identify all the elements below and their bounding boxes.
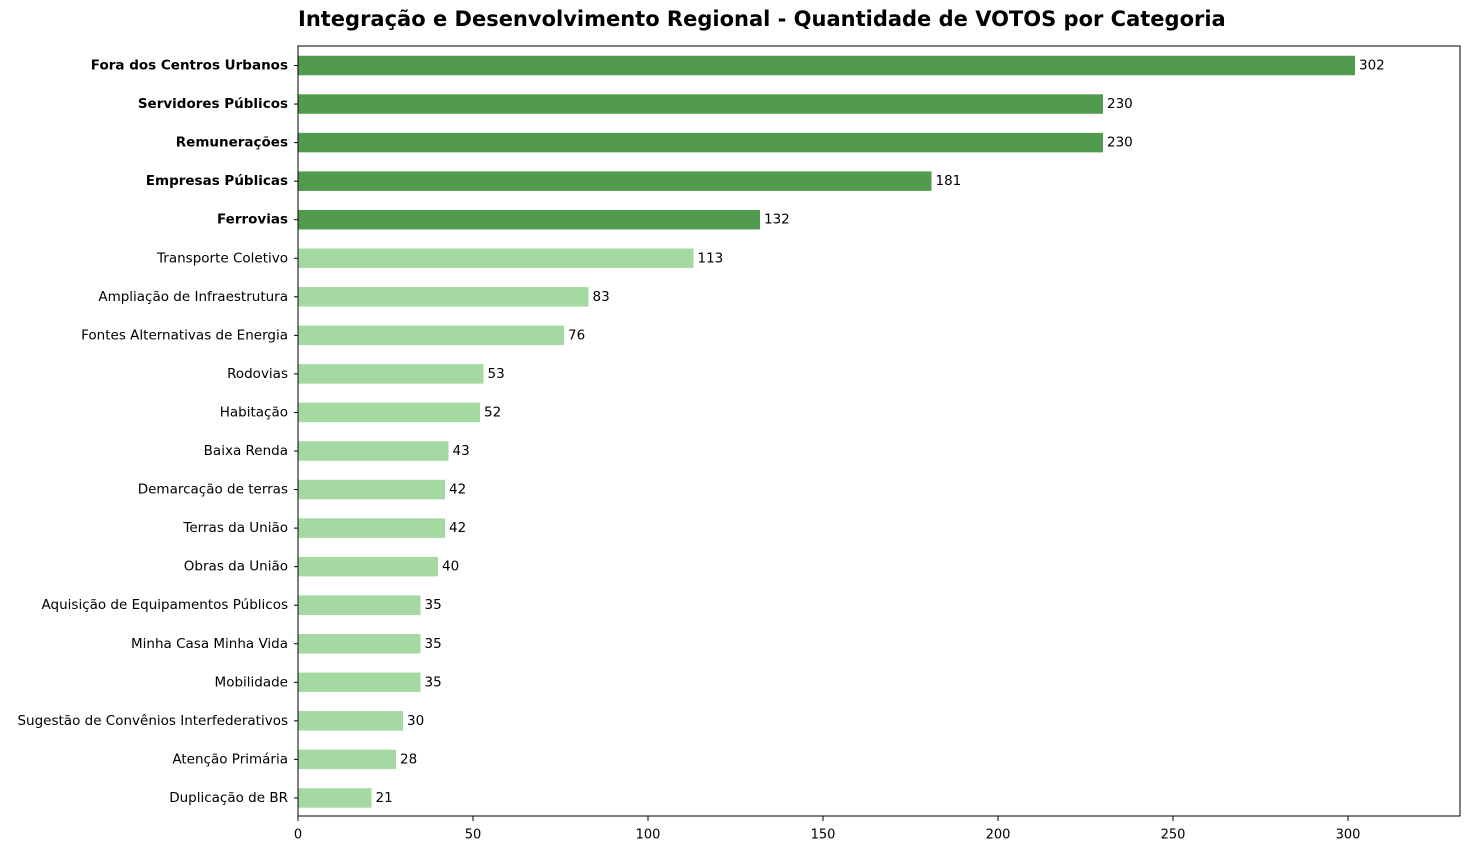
value-label: 42 [449, 520, 466, 536]
bar [298, 209, 760, 230]
x-tick-label: 150 [811, 828, 836, 843]
x-tick-label: 300 [1336, 828, 1361, 843]
bar [298, 132, 1103, 153]
x-tick-label: 50 [465, 828, 482, 843]
bar [298, 595, 421, 615]
bar [298, 248, 694, 268]
category-label: Aquisição de Equipamentos Públicos [42, 597, 288, 613]
x-axis-ticks-group: 0 50 100 150 200 250 300 [294, 65, 1361, 843]
value-label: 40 [442, 559, 459, 575]
value-label: 83 [593, 289, 610, 305]
bar [298, 364, 484, 384]
bar [298, 287, 589, 307]
x-tick-label: 0 [294, 828, 302, 843]
value-label: 76 [568, 327, 585, 343]
bars-group [298, 55, 1355, 808]
bar [298, 94, 1103, 114]
category-label: Obras da União [184, 559, 288, 575]
bar [298, 749, 396, 770]
bar [298, 441, 449, 461]
value-label: 53 [488, 366, 505, 382]
category-label: Ampliação de Infraestrutura [98, 289, 288, 305]
category-label: Empresas Públicas [146, 173, 288, 189]
value-labels-group: 302 230 230 181 132 113 83 76 53 52 43 42 42 40 35 35 35… [376, 58, 1385, 806]
value-label: 35 [425, 636, 442, 652]
value-label: 230 [1107, 96, 1133, 112]
value-label: 230 [1107, 135, 1133, 151]
bar [298, 171, 932, 191]
bar [298, 55, 1355, 76]
value-label: 52 [484, 404, 501, 420]
category-label: Demarcação de terras [138, 482, 288, 498]
category-label: Minha Casa Minha Vida [131, 636, 288, 652]
category-label: Servidores Públicos [138, 96, 288, 112]
category-label: Atenção Primária [172, 751, 288, 767]
category-label: Remunerações [176, 135, 288, 151]
category-label: Ferrovias [217, 212, 288, 228]
bar [298, 518, 445, 538]
value-label: 42 [449, 482, 466, 498]
value-label: 302 [1359, 58, 1385, 74]
x-tick-label: 250 [1161, 828, 1186, 843]
bar [298, 402, 480, 423]
bar [298, 479, 445, 500]
bar [298, 788, 372, 808]
category-label: Fontes Alternativas de Energia [81, 327, 288, 343]
value-label: 30 [407, 713, 424, 729]
category-label: Rodovias [227, 366, 288, 382]
category-label: Habitação [220, 404, 288, 420]
chart-title: Integração e Desenvolvimento Regional - … [298, 7, 1226, 31]
bar [298, 672, 421, 693]
x-tick-label: 100 [636, 828, 661, 843]
bar [298, 634, 421, 654]
category-label: Transporte Coletivo [156, 250, 288, 266]
bar [298, 556, 438, 577]
x-tick-label: 200 [986, 828, 1011, 843]
value-label: 21 [376, 790, 393, 806]
value-label: 113 [698, 250, 724, 266]
category-label: Terras da União [182, 520, 288, 536]
category-label: Duplicação de BR [169, 790, 288, 806]
category-label: Sugestão de Convênios Interfederativos [17, 713, 288, 729]
value-label: 132 [764, 212, 790, 228]
category-label: Baixa Renda [204, 443, 288, 459]
bar [298, 711, 403, 731]
bar [298, 325, 564, 346]
value-label: 28 [400, 751, 417, 767]
category-label: Mobilidade [215, 674, 288, 690]
value-label: 35 [425, 674, 442, 690]
value-label: 181 [936, 173, 962, 189]
plot-area-frame [297, 45, 1461, 817]
value-label: 43 [453, 443, 470, 459]
value-label: 35 [425, 597, 442, 613]
category-label: Fora dos Centros Urbanos [91, 58, 288, 74]
category-labels-group: Fora dos Centros Urbanos Servidores Públi… [17, 58, 288, 806]
